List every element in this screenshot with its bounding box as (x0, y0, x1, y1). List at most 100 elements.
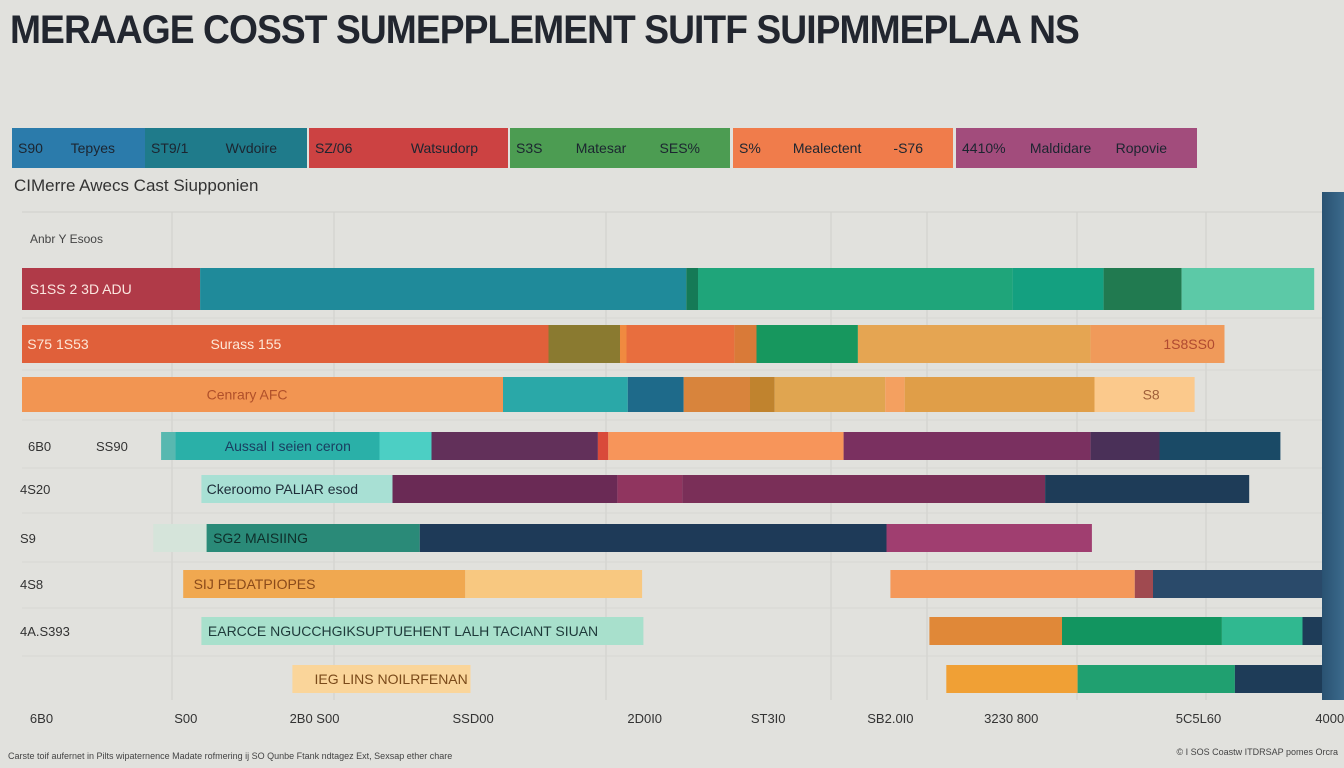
legend-item: S90 Tepyes (12, 128, 145, 168)
legend-text: SES% (659, 140, 700, 156)
bar-segment (1153, 570, 1322, 598)
bar-segment (1103, 268, 1182, 310)
bar-segment (734, 325, 757, 363)
bar-segment (1090, 432, 1160, 460)
bar-segment (206, 524, 420, 552)
bar-segment (682, 475, 1046, 503)
bar-label: Surass 155 (211, 336, 282, 352)
bar-segment (22, 268, 201, 310)
x-tick-label: 6B0 (30, 711, 53, 726)
bar-segment (597, 432, 609, 460)
bar-label: Aussal I seien ceron (225, 438, 351, 454)
legend-item: S3S Matesar SES% (510, 128, 730, 168)
bar-segment (1234, 665, 1322, 693)
bar-label: 1S8SS0 (1163, 336, 1215, 352)
legend-text: ST9/1 (151, 140, 189, 156)
bar-label: Ckeroomo PALIAR esod (207, 481, 358, 497)
bar-segment (1077, 665, 1235, 693)
legend-item: 4410% Maldidare Ropovie (956, 128, 1197, 168)
x-tick-label: ST3I0 (751, 711, 786, 726)
x-tick-label: SB2.0I0 (867, 711, 913, 726)
chart-subtitle: CIMerre Awecs Cast Siupponien (14, 176, 259, 195)
legend-item: ST9/1 Wvdoire (145, 128, 307, 168)
bar-segment (886, 524, 1092, 552)
bar-segment (200, 268, 687, 310)
bar-segment (548, 325, 620, 363)
y-axis-label: Anbr Y Esoos (30, 232, 103, 246)
bar-segment (686, 268, 698, 310)
row-label: 4S20 (20, 482, 50, 497)
x-tick-label: S00 (174, 711, 197, 726)
bar-segment (774, 377, 886, 412)
bar-segment (201, 617, 644, 645)
bar-segment (392, 475, 618, 503)
chart-title: MERAAGE COSST SUMEPPLEMENT SUITF SUIPMME… (10, 8, 1080, 52)
legend-text: Ropovie (1115, 140, 1167, 156)
bar-segment (620, 325, 627, 363)
bar-segment (22, 377, 503, 412)
bar-segment (626, 325, 735, 363)
bar-segment (627, 377, 684, 412)
bar-segment (904, 377, 1095, 412)
legend-text: S90 (18, 140, 43, 156)
x-tick-label: 4000 (1315, 711, 1344, 726)
bar-segment (857, 325, 1091, 363)
bar-label: S8 (1143, 387, 1160, 403)
bar-segment (698, 268, 1013, 310)
bar-label: Cenrary AFC (207, 387, 288, 403)
legend-text: S% (739, 140, 761, 156)
footnote: Carste toif aufernet in Pilts wipaternen… (8, 751, 453, 761)
bar-segment (503, 377, 628, 412)
bar-segment (22, 325, 549, 363)
legend-text: S3S (516, 140, 543, 156)
legend-item: S% Mealectent -S76 (733, 128, 953, 168)
bar-segment (683, 377, 750, 412)
bar-segment (153, 524, 207, 552)
bar-segment (1090, 325, 1225, 363)
bar-label: SIJ PEDATPIOPES (194, 576, 316, 592)
row-label: 6B0 (28, 439, 51, 454)
bar-label: EARCCE NGUCCHGIKSUPTUEHENT LALH TACIANT … (208, 623, 598, 639)
bar-segment (946, 665, 1078, 693)
bar-segment (292, 665, 471, 693)
bar-segment (201, 475, 393, 503)
bar-segment (890, 570, 1135, 598)
bar-segment (1045, 475, 1250, 503)
x-tick-label: 2B0 S00 (290, 711, 340, 726)
legend-text: Wvdoire (225, 140, 277, 156)
bar-segment (1134, 570, 1153, 598)
bar-segment (1159, 432, 1281, 460)
bar-segment (161, 432, 176, 460)
bar-segment (885, 377, 905, 412)
row-label: 4S8 (20, 577, 43, 592)
legend-text: SZ/06 (315, 140, 353, 156)
legend-item: SZ/06 Watsudorp (309, 128, 508, 168)
legend-text: -S76 (893, 140, 923, 156)
bar-segment (1302, 617, 1322, 645)
bar-label: IEG LINS NOILRFENAN (315, 671, 468, 687)
bar-segment (929, 617, 1062, 645)
bar-segment (1062, 617, 1222, 645)
bar-segment (465, 570, 643, 598)
bar-segment (617, 475, 683, 503)
bar-label: S1SS 2 3D ADU (30, 281, 132, 297)
bar-segment (1094, 377, 1195, 412)
x-tick-label: 3230 800 (984, 711, 1038, 726)
bar-segment (756, 325, 858, 363)
bar-segment (843, 432, 1091, 460)
credit: © I SOS Coastw ITDRSAP pomes Orcra (1176, 747, 1338, 757)
legend-text: Watsudorp (410, 140, 478, 156)
legend-text: Maldidare (1029, 140, 1092, 156)
bar-label: S75 1S53 (27, 336, 89, 352)
bar-label: SG2 MAISIING (213, 530, 308, 546)
bar-segment (431, 432, 598, 460)
legend-text: 4410% (962, 140, 1006, 156)
legend-text: Tepyes (70, 140, 115, 156)
bar-segment (1181, 268, 1315, 310)
legend-text: Matesar (575, 140, 627, 156)
bar-segment (1012, 268, 1104, 310)
bar-segment (1221, 617, 1303, 645)
bar-segment (175, 432, 380, 460)
x-tick-label: 2D0I0 (627, 711, 662, 726)
